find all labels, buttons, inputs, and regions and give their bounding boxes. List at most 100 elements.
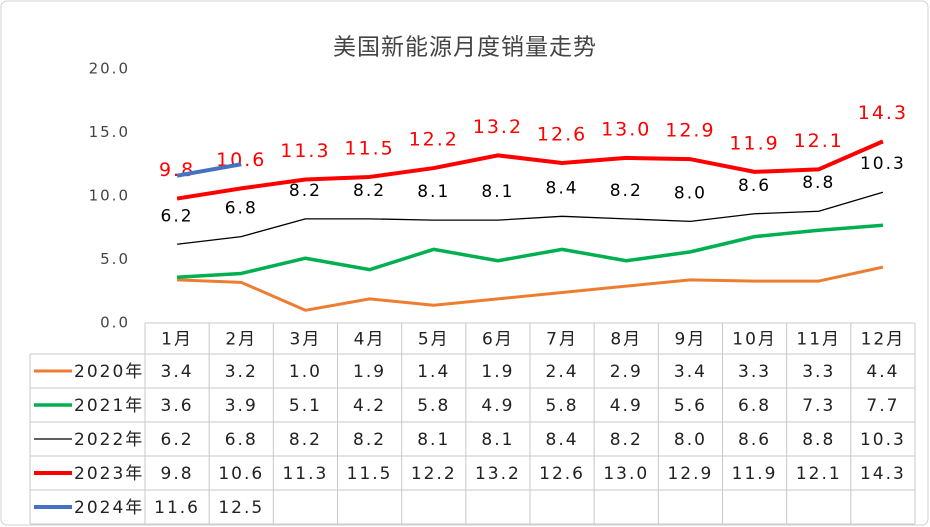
table-cell: 3.9 bbox=[225, 396, 258, 416]
table-cell: 5.8 bbox=[417, 396, 450, 416]
table-cell: 12.1 bbox=[796, 464, 842, 484]
table-cell: 11.3 bbox=[282, 464, 328, 484]
table-cell: 12.2 bbox=[411, 464, 457, 484]
x-tick-label: 1月 bbox=[161, 330, 193, 350]
table-cell: 11.9 bbox=[732, 464, 778, 484]
x-tick-label: 2月 bbox=[225, 330, 257, 350]
x-tick-label: 9月 bbox=[675, 330, 707, 350]
table-cell: 2.9 bbox=[610, 362, 643, 382]
data-label: 11.5 bbox=[344, 137, 394, 159]
table-cell: 11.6 bbox=[154, 498, 200, 518]
table-cell: 7.7 bbox=[866, 396, 899, 416]
x-tick-label: 3月 bbox=[290, 330, 322, 350]
table-cell: 5.1 bbox=[289, 396, 322, 416]
table-cell: 1.9 bbox=[481, 362, 514, 382]
table-cell: 6.8 bbox=[225, 430, 258, 450]
table-cell: 12.9 bbox=[667, 464, 713, 484]
data-label: 10.3 bbox=[860, 154, 906, 174]
data-label: 12.9 bbox=[665, 120, 715, 142]
legend-label: 2023年 bbox=[74, 464, 144, 484]
table-cell: 6.2 bbox=[161, 430, 194, 450]
series-line bbox=[176, 223, 884, 280]
legend-label: 2024年 bbox=[74, 498, 144, 518]
x-tick-label: 5月 bbox=[418, 330, 450, 350]
series-line bbox=[177, 191, 884, 245]
y-tick-label: 0.0 bbox=[100, 314, 130, 332]
legend-label: 2020年 bbox=[74, 362, 144, 382]
data-label: 12.6 bbox=[537, 123, 587, 145]
y-tick-label: 5.0 bbox=[100, 250, 130, 268]
table-cell: 4.2 bbox=[353, 396, 386, 416]
data-label: 8.4 bbox=[546, 178, 579, 198]
x-tick-label: 10月 bbox=[732, 330, 777, 350]
data-label: 12.1 bbox=[794, 130, 844, 152]
table-cell: 14.3 bbox=[860, 464, 906, 484]
table-cell: 3.4 bbox=[674, 362, 707, 382]
x-tick-label: 11月 bbox=[796, 330, 841, 350]
data-label: 14.3 bbox=[858, 102, 908, 124]
table-cell: 3.3 bbox=[738, 362, 771, 382]
data-label: 8.1 bbox=[481, 182, 514, 202]
data-label: 8.2 bbox=[610, 181, 643, 201]
x-tick-label: 12月 bbox=[861, 330, 906, 350]
table-cell: 3.6 bbox=[161, 396, 194, 416]
table-cell: 4.9 bbox=[481, 396, 514, 416]
data-label: 9.8 bbox=[159, 159, 195, 181]
data-label: 11.9 bbox=[729, 132, 779, 154]
y-tick-label: 15.0 bbox=[89, 123, 130, 141]
data-label: 11.3 bbox=[280, 140, 330, 162]
table-cell: 8.6 bbox=[738, 430, 771, 450]
series-line bbox=[176, 162, 242, 178]
table-cell: 8.2 bbox=[289, 430, 322, 450]
y-tick-label: 10.0 bbox=[89, 187, 130, 205]
table-cell: 5.6 bbox=[674, 396, 707, 416]
table-cell: 8.1 bbox=[417, 430, 450, 450]
table-cell: 1.0 bbox=[289, 362, 322, 382]
table-cell: 2.4 bbox=[546, 362, 579, 382]
table-cell: 8.2 bbox=[353, 430, 386, 450]
table-cell: 8.1 bbox=[481, 430, 514, 450]
data-label: 13.0 bbox=[601, 118, 651, 140]
x-tick-label: 8月 bbox=[610, 330, 642, 350]
x-tick-label: 7月 bbox=[546, 330, 578, 350]
series-line bbox=[176, 139, 884, 201]
table-cell: 8.2 bbox=[610, 430, 643, 450]
table-cell: 3.3 bbox=[802, 362, 835, 382]
data-label: 12.2 bbox=[409, 129, 459, 151]
table-cell: 8.4 bbox=[546, 430, 579, 450]
table-cell: 1.4 bbox=[417, 362, 450, 382]
table-cell: 3.4 bbox=[161, 362, 194, 382]
data-label: 13.2 bbox=[473, 116, 523, 138]
table-cell: 4.9 bbox=[610, 396, 643, 416]
x-tick-label: 4月 bbox=[354, 330, 386, 350]
legend-label: 2022年 bbox=[74, 430, 144, 450]
data-label: 8.1 bbox=[417, 182, 450, 202]
table-cell: 11.5 bbox=[347, 464, 393, 484]
table-cell: 12.5 bbox=[218, 498, 264, 518]
y-tick-label: 20.0 bbox=[89, 60, 130, 78]
legend-label: 2021年 bbox=[74, 396, 144, 416]
table-cell: 5.8 bbox=[546, 396, 579, 416]
data-label: 8.6 bbox=[738, 176, 771, 196]
data-label: 8.2 bbox=[289, 181, 322, 201]
chart-title: 美国新能源月度销量走势 bbox=[333, 35, 597, 61]
table-cell: 13.2 bbox=[475, 464, 521, 484]
x-tick-label: 6月 bbox=[482, 330, 514, 350]
table-cell: 12.6 bbox=[539, 464, 585, 484]
data-label: 8.0 bbox=[674, 183, 707, 203]
table-cell: 7.3 bbox=[802, 396, 835, 416]
table-cell: 10.6 bbox=[218, 464, 264, 484]
table-cell: 8.0 bbox=[674, 430, 707, 450]
table-cell: 4.4 bbox=[866, 362, 899, 382]
table-cell: 6.8 bbox=[738, 396, 771, 416]
table-cell: 8.8 bbox=[802, 430, 835, 450]
table-cell: 10.3 bbox=[860, 430, 906, 450]
series-line bbox=[177, 265, 884, 312]
table-cell: 13.0 bbox=[603, 464, 649, 484]
data-label: 8.2 bbox=[353, 181, 386, 201]
data-label: 6.8 bbox=[225, 199, 258, 219]
data-label: 6.2 bbox=[161, 206, 194, 226]
table-cell: 3.2 bbox=[225, 362, 258, 382]
